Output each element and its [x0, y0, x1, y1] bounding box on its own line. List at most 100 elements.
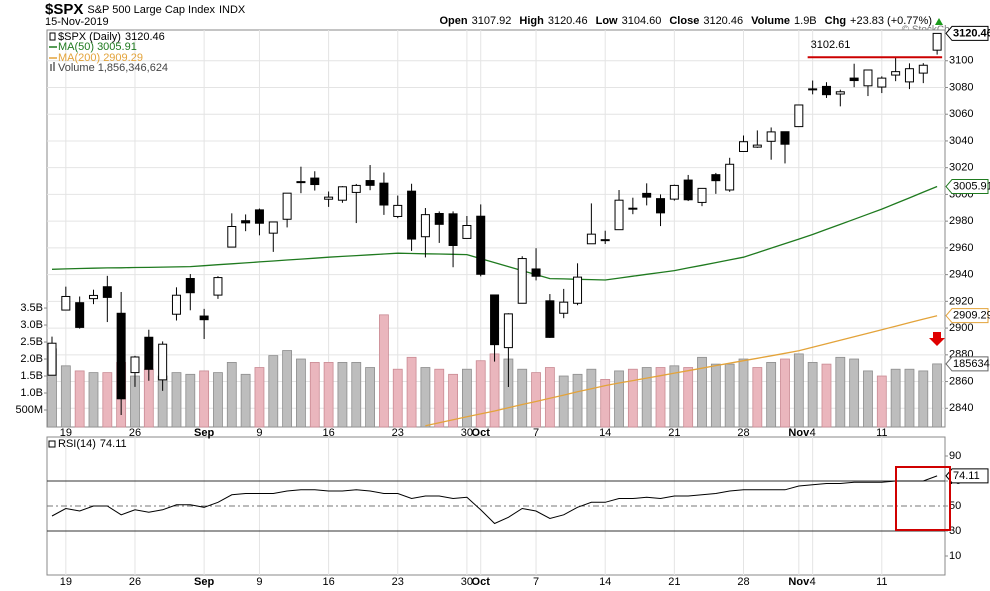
candle-body — [393, 204, 403, 217]
value-tag-label: 3120.46 — [953, 27, 990, 39]
candle-body — [573, 276, 583, 304]
rsi-tick-label: 10 — [949, 550, 961, 562]
volume-bar — [863, 370, 873, 428]
x-tick-label: 19 — [60, 427, 72, 439]
candle-body — [365, 180, 375, 186]
volume-bar — [821, 363, 832, 428]
y-tick-label: 2960 — [949, 242, 973, 254]
value-tag-label: 74.11 — [953, 470, 980, 482]
volume-tick-label: 3.0B — [20, 319, 43, 331]
rsi-tick-label: 50 — [949, 500, 961, 512]
volume-bar — [406, 356, 417, 428]
volume-bar — [807, 362, 818, 428]
x-tick-label: Sep — [194, 576, 214, 588]
x-tick-label: 23 — [392, 576, 404, 588]
quote-label: High — [519, 15, 544, 27]
volume-bar — [738, 358, 749, 428]
volume-bar — [904, 368, 915, 428]
y-tick-label: 2920 — [949, 295, 973, 307]
candle-body — [448, 213, 458, 246]
x-tick-label: 21 — [668, 427, 680, 439]
y-tick-label: 3020 — [949, 162, 973, 174]
volume-bar — [669, 365, 680, 428]
volume-bar — [420, 367, 431, 428]
volume-bars — [47, 314, 943, 428]
candle-body — [130, 356, 140, 374]
x-tick-label: 14 — [599, 427, 611, 439]
volume-bar — [102, 372, 113, 428]
volume-bar — [475, 360, 486, 428]
candle-body — [503, 313, 513, 349]
volume-bar — [185, 373, 196, 428]
volume-bar — [918, 370, 929, 428]
quote-label: Volume — [751, 15, 790, 27]
index-name: S&P 500 Large Cap Index — [87, 4, 215, 16]
candle-body — [586, 233, 596, 245]
volume-bar — [710, 363, 721, 428]
y-tick-label: 2840 — [949, 402, 973, 414]
legend-name: MA(200) — [58, 52, 100, 64]
candle-body — [545, 300, 555, 338]
candle-body — [600, 239, 610, 242]
x-tick-label: 9 — [256, 576, 262, 588]
candle-body — [490, 294, 500, 346]
x-tick-label: 28 — [737, 576, 749, 588]
volume-bar — [60, 365, 71, 428]
candle-body — [310, 177, 320, 186]
volume-bar — [835, 356, 846, 428]
volume-bar — [392, 368, 403, 428]
volume-bar — [586, 368, 597, 428]
x-tick-label: 7 — [533, 427, 539, 439]
annotation-label: 3102.61 — [811, 39, 851, 51]
volume-bar — [752, 367, 763, 428]
volume-bar — [351, 362, 362, 428]
candle-body — [559, 301, 569, 314]
quote-label: Close — [669, 15, 699, 27]
volume-bar — [434, 368, 445, 428]
x-tick-label: 30 — [461, 427, 473, 439]
rsi-value: 74.11 — [100, 438, 127, 450]
y-tick-label: 3080 — [949, 81, 973, 93]
candle-body — [821, 85, 831, 96]
quote-value: +23.83 (+0.77%) — [850, 15, 932, 27]
volume-bar — [890, 368, 901, 428]
candle-body — [241, 220, 251, 224]
candle-body — [337, 186, 347, 201]
rsi-title: RSI(14) 74.11 — [58, 438, 127, 450]
legend-ma200: MA(200) 2909.29 — [58, 52, 143, 64]
red-arrow — [929, 332, 945, 346]
y-tick-label: 2860 — [949, 375, 973, 387]
x-tick-label: 4 — [810, 576, 816, 588]
volume-bar — [793, 353, 804, 428]
candle-body — [835, 91, 845, 95]
legend-value: 3005.91 — [97, 41, 137, 53]
candle-body — [268, 221, 278, 234]
volume-bar — [766, 362, 777, 428]
x-tick-label: 14 — [599, 576, 611, 588]
candle-body — [102, 286, 112, 298]
volume-bar — [226, 362, 237, 428]
candle-body — [739, 141, 748, 152]
candle-body — [324, 196, 334, 200]
volume-bar — [780, 358, 790, 428]
volume-bar — [932, 363, 943, 428]
candle-body — [628, 207, 638, 210]
symbol: $SPX — [45, 1, 83, 18]
volume-bar — [641, 367, 652, 428]
y-tick-label: 2980 — [949, 215, 973, 227]
value-tag — [945, 356, 989, 372]
legend-name: MA(50) — [58, 41, 94, 53]
moving-averages — [51, 185, 938, 427]
volume-bar — [296, 358, 306, 428]
y-tick-label: 3100 — [949, 55, 973, 67]
candle-body — [642, 192, 652, 198]
volume-bar — [724, 363, 735, 428]
volume-bar — [600, 379, 611, 428]
value-tag — [945, 308, 989, 324]
candle-body — [434, 212, 444, 225]
ma-line — [51, 185, 938, 281]
candle-body — [669, 184, 679, 200]
volume-bar — [74, 370, 85, 428]
volume-bar — [614, 370, 624, 428]
